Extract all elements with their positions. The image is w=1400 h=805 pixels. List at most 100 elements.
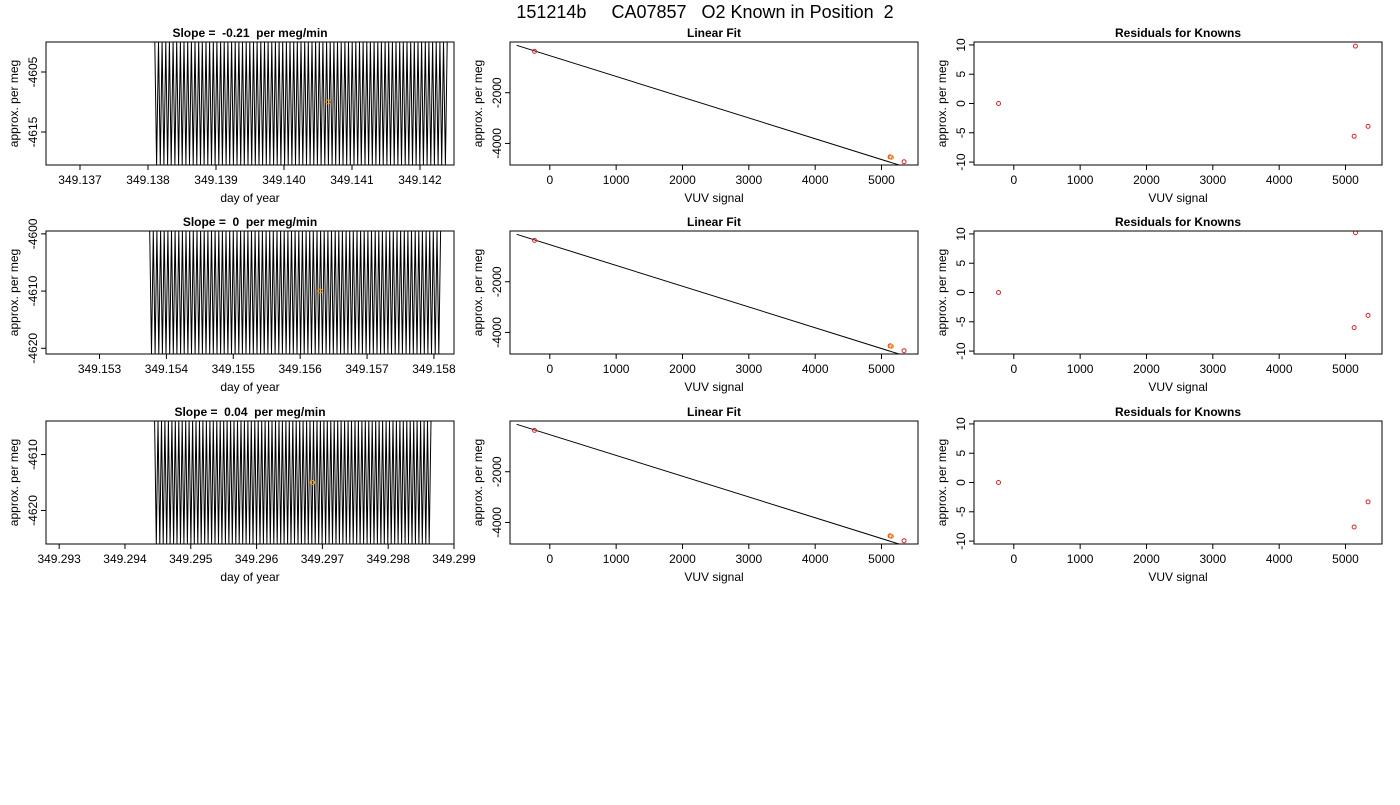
chart-4-xtick-label-3: 3000 [735, 362, 762, 376]
chart-3-data-layer [149, 231, 442, 354]
chart-5-xtick-label-0: 0 [1010, 362, 1017, 376]
chart-3-ytick-label-1: -4610 [26, 275, 40, 306]
chart-6-xtick-label-5: 349.298 [366, 552, 410, 566]
chart-8-ytick-label-0: 10 [954, 417, 968, 431]
chart-7-point-3 [901, 538, 907, 544]
chart-4-xtick-label-5: 5000 [868, 362, 895, 376]
chart-7-xtick-label-2: 2000 [669, 552, 696, 566]
chart-8-xtick-label-0: 0 [1010, 552, 1017, 566]
chart-2-point-0 [996, 101, 1002, 106]
chart-6-frame [45, 420, 455, 545]
chart-0-xtick-label-1: 349.138 [126, 173, 170, 187]
chart-8-point-0 [996, 480, 1002, 485]
chart-6-trace-line [154, 421, 432, 544]
chart-3-panel: Slope = 0 per meg/min 349.153 349.154 349.1… [7, 215, 456, 394]
chart-8-panel: Residuals for Knowns 0 1000 2000 3000 4000 500… [935, 405, 1383, 584]
chart-8-frame [973, 420, 1383, 545]
chart-5-ytick-label-2: 0 [954, 289, 968, 296]
chart-5-ytick-label-0: 10 [954, 227, 968, 241]
chart-4-frame [509, 230, 919, 355]
chart-0-xtick-label-2: 349.139 [194, 173, 238, 187]
chart-7-data-layer [516, 423, 907, 544]
chart-2-xtick-label-4: 4000 [1266, 173, 1293, 187]
chart-6-xlabel: day of year [220, 570, 279, 584]
chart-0-xtick-label-0: 349.137 [58, 173, 102, 187]
chart-0-frame [45, 41, 455, 166]
chart-5-point-0 [996, 290, 1002, 295]
chart-6-ytick-label-1: -4620 [26, 495, 40, 526]
chart-5-xtick-label-3: 3000 [1199, 362, 1226, 376]
chart-1-xlabel: VUV signal [684, 191, 743, 205]
chart-7-xtick-label-3: 3000 [735, 552, 762, 566]
chart-8-ylabel: approx. per meg [935, 439, 949, 526]
chart-8-ytick-label-3: -5 [954, 506, 968, 517]
chart-2-xtick-label-2: 2000 [1133, 173, 1160, 187]
chart-5-point-3 [1365, 312, 1371, 318]
chart-0-data-layer [154, 42, 448, 165]
chart-0-xtick-label-5: 349.142 [398, 173, 442, 187]
chart-7-point-0 [532, 427, 538, 433]
chart-0-ytick-label-0: -4605 [26, 56, 40, 87]
chart-3-ylabel: approx. per meg [7, 249, 21, 336]
chart-5-xtick-label-2: 2000 [1133, 362, 1160, 376]
chart-4-ylabel: approx. per meg [471, 249, 485, 336]
chart-6-xtick-label-0: 349.293 [37, 552, 81, 566]
chart-4-point-3 [901, 348, 907, 354]
chart-3-xtick-label-1: 349.154 [145, 362, 189, 376]
chart-6-data-layer [154, 421, 432, 544]
chart-1-xtick-label-3: 3000 [735, 173, 762, 187]
chart-6-xtick-label-3: 349.296 [235, 552, 279, 566]
chart-5-xlabel: VUV signal [1148, 380, 1207, 394]
chart-4-xtick-label-2: 2000 [669, 362, 696, 376]
chart-1-xtick-label-4: 4000 [802, 173, 829, 187]
chart-2-xtick-label-1: 1000 [1067, 173, 1094, 187]
chart-2-xlabel: VUV signal [1148, 191, 1207, 205]
chart-8-ytick-label-4: -10 [954, 532, 968, 550]
chart-2-data-layer [996, 43, 1371, 139]
chart-7-fit-line [516, 423, 901, 544]
chart-1-data-layer [516, 44, 907, 165]
chart-0-panel: Slope = -0.21 per meg/min 349.137 349.138 3… [7, 26, 455, 205]
chart-7-ytick-label-1: -4000 [490, 507, 504, 538]
chart-7-xtick-label-5: 5000 [868, 552, 895, 566]
chart-1-title: Linear Fit [687, 26, 741, 40]
chart-6-xtick-label-2: 349.295 [169, 552, 213, 566]
chart-2-point-3 [1365, 123, 1371, 129]
chart-0-ytick-label-1: -4615 [26, 116, 40, 147]
chart-6-panel: Slope = 0.04 per meg/min 349.293 349.294 34… [7, 405, 476, 584]
chart-8-point-1 [1351, 524, 1357, 530]
chart-0-title: Slope = -0.21 per meg/min [172, 26, 327, 40]
chart-2-ylabel: approx. per meg [935, 60, 949, 147]
chart-4-xtick-label-0: 0 [546, 362, 553, 376]
chart-1-point-3 [901, 159, 907, 165]
chart-5-ytick-label-1: 5 [954, 260, 968, 267]
chart-1-xtick-label-1: 1000 [603, 173, 630, 187]
chart-3-xlabel: day of year [220, 380, 279, 394]
chart-5-panel: Residuals for Knowns 0 1000 2000 3000 4000 500… [935, 215, 1383, 394]
chart-8-point-2 [1365, 499, 1371, 505]
chart-1-ytick-label-1: -4000 [490, 128, 504, 159]
chart-2-point-2 [1351, 133, 1357, 139]
chart-7-panel: Linear Fit 0 1000 2000 3000 4000 5000 -2000 -400… [471, 405, 919, 584]
chart-4-ytick-label-1: -4000 [490, 317, 504, 348]
chart-8-data-layer [996, 480, 1371, 530]
chart-2-ytick-label-2: 0 [954, 100, 968, 107]
chart-7-ytick-label-0: -2000 [490, 456, 504, 487]
chart-0-highlight-point [325, 99, 331, 105]
chart-5-ytick-label-4: -10 [954, 342, 968, 360]
chart-1-ytick-label-0: -2000 [490, 77, 504, 108]
chart-8-ytick-label-1: 5 [954, 450, 968, 457]
chart-4-data-layer [516, 233, 907, 354]
chart-5-xtick-label-4: 4000 [1266, 362, 1293, 376]
chart-2-xtick-label-5: 5000 [1332, 173, 1359, 187]
chart-8-xtick-label-4: 4000 [1266, 552, 1293, 566]
chart-5-data-layer [996, 231, 1371, 331]
chart-6-title: Slope = 0.04 per meg/min [174, 405, 325, 419]
chart-2-panel: Residuals for Knowns 0 1000 2000 3000 4000 500… [935, 26, 1383, 205]
chart-2-ytick-label-4: -10 [954, 153, 968, 171]
chart-8-title: Residuals for Knowns [1115, 405, 1241, 419]
chart-5-ytick-label-3: -5 [954, 316, 968, 327]
chart-3-title: Slope = 0 per meg/min [183, 215, 317, 229]
chart-6-ylabel: approx. per meg [7, 439, 21, 526]
